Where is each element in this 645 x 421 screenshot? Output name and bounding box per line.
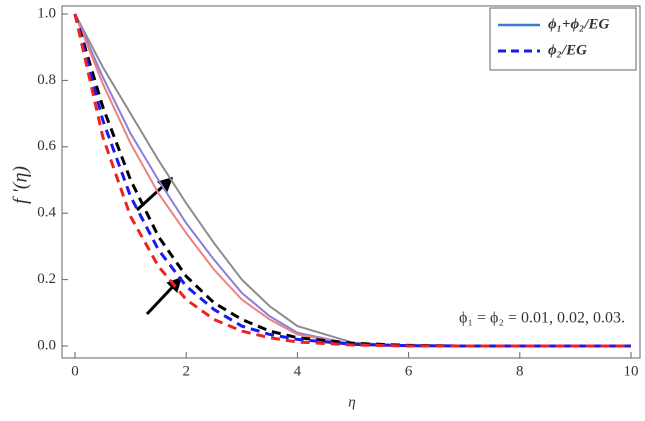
arrow [145, 276, 183, 316]
x-axis-label: η [348, 394, 355, 410]
y-tick-label: 0.0 [37, 337, 56, 353]
x-tick-label: 8 [516, 363, 524, 379]
x-tick-label: 4 [294, 363, 302, 379]
x-tick-label: 6 [405, 363, 413, 379]
x-tick-label: 2 [182, 363, 190, 379]
y-tick-label: 0.6 [37, 138, 56, 154]
y-tick-label: 0.2 [37, 271, 56, 287]
line [73, 13, 631, 348]
y-tick-label: 0.8 [37, 72, 56, 88]
legend-label: ϕ₁+ϕ₂/EG [548, 16, 610, 32]
line [73, 13, 631, 348]
plot-frame [61, 5, 641, 359]
x-tick-label: 0 [71, 363, 79, 379]
legend-box [489, 7, 637, 71]
y-tick-label: 0.4 [37, 205, 56, 221]
x-tick-label: 10 [624, 363, 639, 379]
y-axis-label: f '(η) [10, 166, 32, 204]
annotation: ϕ₁ = ϕ₂ = 0.01, 0.02, 0.03. [459, 310, 625, 327]
legend-label: ϕ₂/EG [548, 42, 587, 58]
y-tick-label: 1.0 [37, 5, 56, 21]
